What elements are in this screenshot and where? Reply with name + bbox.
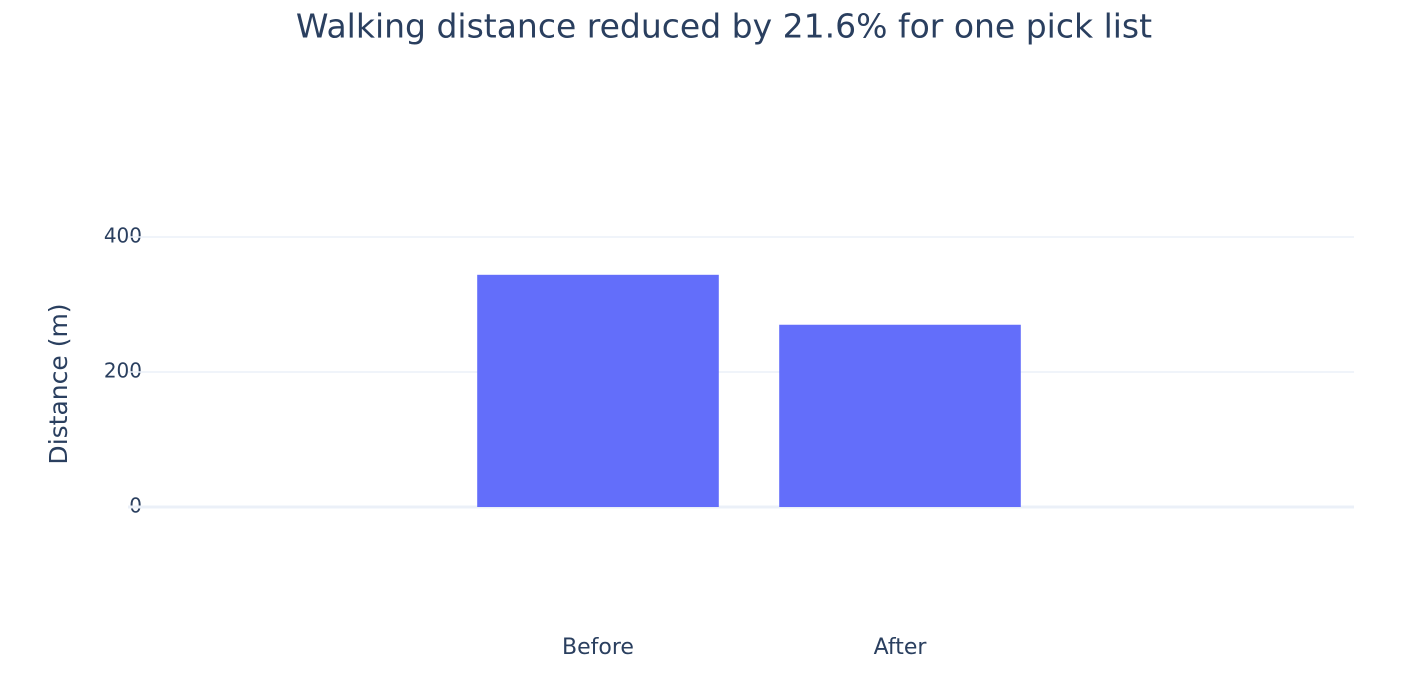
- bar: [477, 274, 719, 507]
- x-tick-label: After: [874, 635, 928, 660]
- y-axis-title: Distance (m): [44, 303, 73, 464]
- y-tick-label: 200: [104, 359, 142, 383]
- bar: [779, 324, 1021, 507]
- x-tick-label: Before: [562, 635, 634, 660]
- y-tick-label: 400: [104, 224, 142, 248]
- chart-title: Walking distance reduced by 21.6% for on…: [296, 7, 1152, 46]
